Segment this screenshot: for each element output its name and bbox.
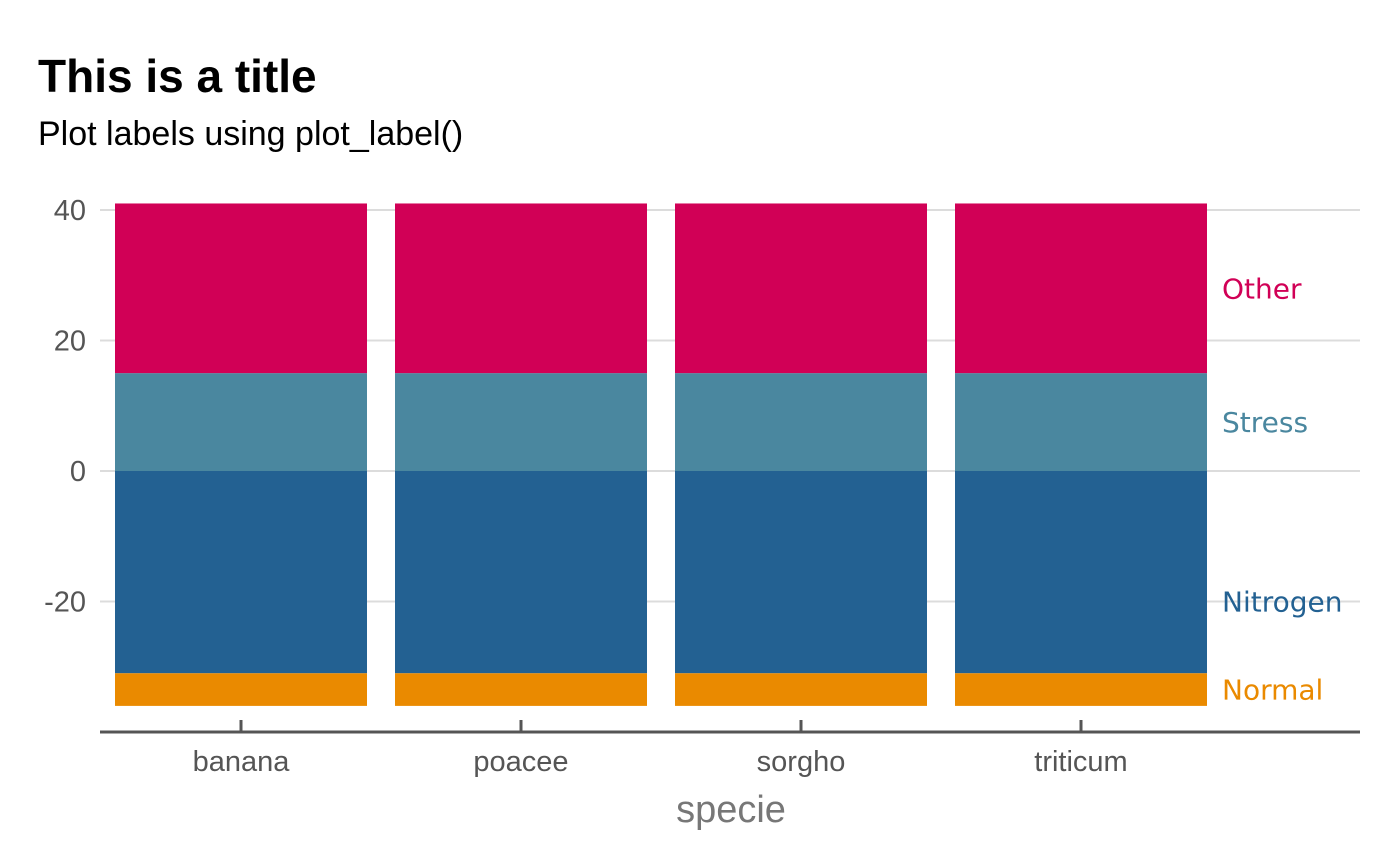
y-tick-label: 0 xyxy=(70,456,86,488)
bar-nitrogen-triticum xyxy=(955,471,1207,674)
bar-nitrogen-sorgho xyxy=(675,471,927,674)
series-label-normal: Normal xyxy=(1222,674,1323,707)
x-axis: banana poacee sorgho triticum xyxy=(100,720,1360,778)
y-tick-label: 20 xyxy=(54,326,86,358)
x-axis-label: specie xyxy=(676,789,786,831)
bars xyxy=(115,203,1207,706)
bar-normal-poacee xyxy=(395,673,647,706)
x-tick-label: poacee xyxy=(473,746,568,778)
bar-other-triticum xyxy=(955,203,1207,374)
bar-stress-banana xyxy=(115,373,367,471)
bar-other-banana xyxy=(115,203,367,374)
chart-title: This is a title xyxy=(38,50,317,102)
y-tick-label: -20 xyxy=(44,587,86,619)
series-label-other: Other xyxy=(1222,272,1302,305)
bar-other-poacee xyxy=(395,203,647,374)
bar-nitrogen-banana xyxy=(115,471,367,674)
series-labels: Nitrogen Normal Stress Other xyxy=(1222,272,1342,706)
y-axis: -20 0 20 40 xyxy=(44,195,86,619)
bar-normal-banana xyxy=(115,673,367,706)
bar-stress-sorgho xyxy=(675,373,927,471)
bar-stress-poacee xyxy=(395,373,647,471)
series-label-stress: Stress xyxy=(1222,406,1308,439)
bar-stress-triticum xyxy=(955,373,1207,471)
y-tick-label: 40 xyxy=(54,195,86,227)
bar-normal-triticum xyxy=(955,673,1207,706)
x-tick-label: sorgho xyxy=(757,746,846,778)
x-tick-label: banana xyxy=(193,746,291,778)
series-label-nitrogen: Nitrogen xyxy=(1222,586,1342,619)
bar-nitrogen-poacee xyxy=(395,471,647,674)
x-tick-label: triticum xyxy=(1034,746,1127,778)
bar-other-sorgho xyxy=(675,203,927,374)
bar-normal-sorgho xyxy=(675,673,927,706)
chart-subtitle: Plot labels using plot_label() xyxy=(38,115,463,153)
